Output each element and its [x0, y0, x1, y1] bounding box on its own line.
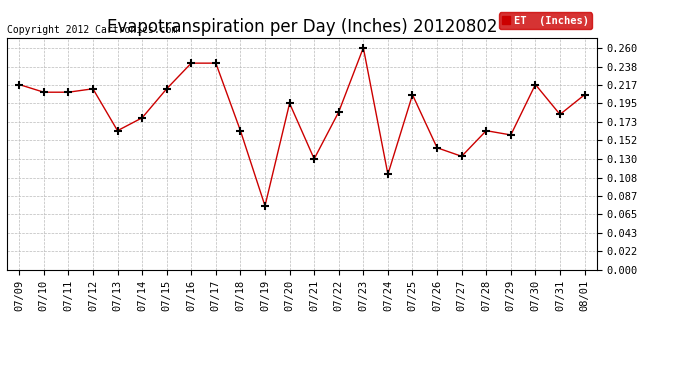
Text: Copyright 2012 Cartronics.com: Copyright 2012 Cartronics.com [7, 25, 177, 35]
Legend: ET  (Inches): ET (Inches) [499, 12, 591, 29]
Title: Evapotranspiration per Day (Inches) 20120802: Evapotranspiration per Day (Inches) 2012… [107, 18, 497, 36]
